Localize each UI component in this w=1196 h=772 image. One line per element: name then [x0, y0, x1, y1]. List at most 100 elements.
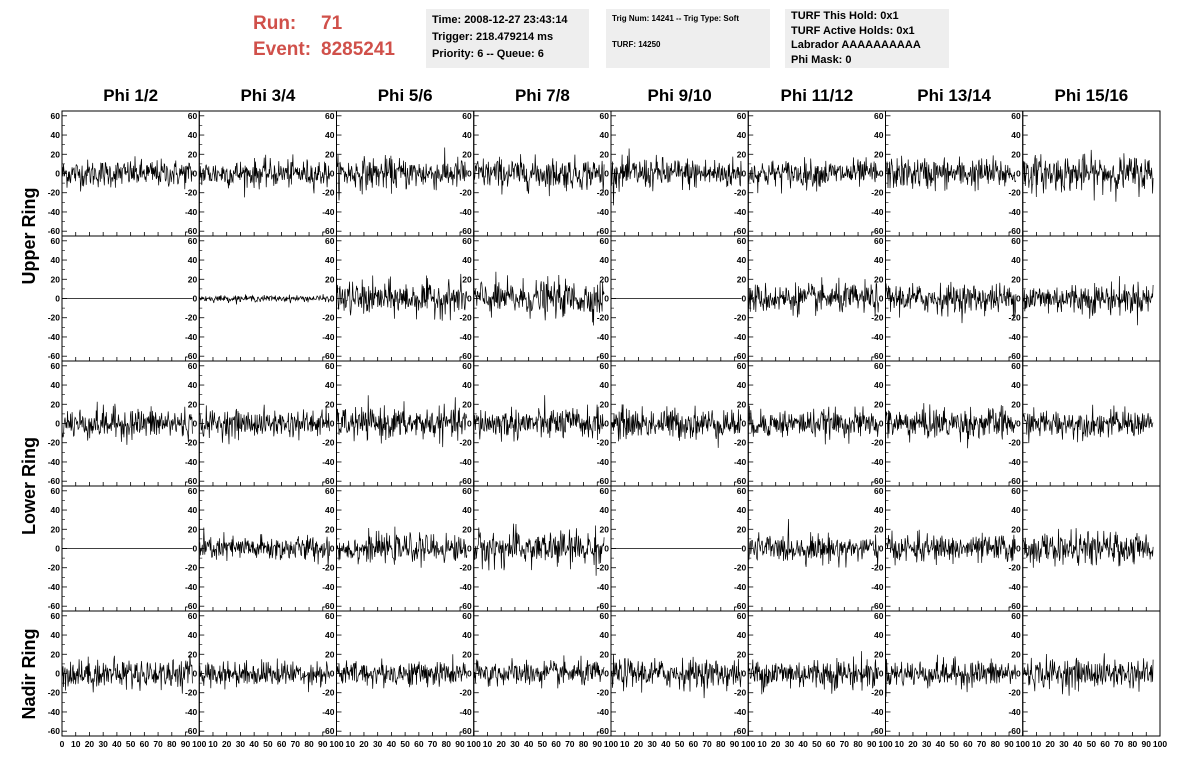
y-tick-label: 60	[737, 611, 747, 621]
waveform-trace	[885, 281, 1017, 324]
x-tick-label: 90	[181, 739, 191, 749]
panel-r4-c2: -60 -40 -20 0 20 40 60	[185, 485, 337, 612]
y-tick-label: -60	[185, 476, 198, 486]
y-tick-label: -60	[459, 601, 472, 611]
y-tick-label: 20	[874, 274, 884, 284]
y-tick-label: -40	[597, 207, 610, 217]
x-tick-label: 90	[867, 739, 877, 749]
x-tick-label: 20	[359, 739, 369, 749]
y-tick-label: 60	[462, 486, 472, 496]
y-tick-label: 60	[600, 361, 610, 371]
y-tick-label: -60	[871, 601, 884, 611]
y-tick-label: 60	[462, 361, 472, 371]
x-tick-label: 20	[771, 739, 781, 749]
y-tick-label: 20	[600, 274, 610, 284]
y-tick-label: 0	[1016, 169, 1021, 179]
y-tick-label: 40	[737, 380, 747, 390]
y-tick-label: -20	[734, 188, 747, 198]
y-tick-label: -60	[734, 601, 747, 611]
y-tick-label: -20	[48, 188, 61, 198]
x-tick-label: 70	[977, 739, 987, 749]
panel-r2-c5: -60 -40 -20 0 20 40 60	[597, 235, 749, 362]
y-tick-label: 0	[1016, 544, 1021, 554]
y-tick-label: 20	[600, 399, 610, 409]
y-tick-label: -60	[185, 601, 198, 611]
waveform-trace	[885, 529, 1017, 566]
waveform-trace	[885, 403, 1017, 449]
y-tick-label: 20	[51, 649, 61, 659]
panel-r5-c7: -60 -40 -20 0 20 40 60	[871, 610, 1024, 737]
x-tick-label: 70	[702, 739, 712, 749]
event-label: Event:	[253, 39, 312, 60]
y-tick-label: 20	[51, 274, 61, 284]
x-tick-label: 100	[604, 739, 618, 749]
x-tick-label: 80	[991, 739, 1001, 749]
x-tick-label: 30	[236, 739, 246, 749]
y-tick-label: -60	[185, 726, 198, 736]
y-tick-label: 40	[737, 255, 747, 265]
y-tick-label: -40	[322, 332, 335, 342]
y-tick-label: -60	[734, 226, 747, 236]
y-tick-label: 40	[600, 380, 610, 390]
y-tick-label: 20	[874, 524, 884, 534]
y-tick-label: -60	[734, 351, 747, 361]
x-tick-label: 30	[98, 739, 108, 749]
y-tick-label: 20	[1011, 399, 1021, 409]
y-tick-label: -40	[871, 207, 884, 217]
y-tick-label: 40	[737, 630, 747, 640]
y-tick-label: -40	[597, 707, 610, 717]
phi-header-8: Phi 15/16	[1054, 86, 1129, 105]
x-tick-label: 90	[455, 739, 465, 749]
y-tick-label: -60	[322, 476, 335, 486]
y-tick-label: 0	[330, 169, 335, 179]
x-tick-label: 100	[741, 739, 755, 749]
y-tick-label: 0	[742, 169, 747, 179]
y-tick-label: 40	[600, 630, 610, 640]
y-tick-label: 60	[51, 236, 61, 246]
x-tick-label: 50	[126, 739, 136, 749]
x-tick-label: 0	[60, 739, 65, 749]
y-tick-label: 20	[600, 149, 610, 159]
y-tick-label: -40	[734, 457, 747, 467]
panel-r4-c7: -60 -40 -20 0 20 40 60	[871, 485, 1024, 612]
y-tick-label: -40	[48, 207, 61, 217]
y-tick-label: 20	[737, 274, 747, 284]
y-tick-label: 40	[51, 630, 61, 640]
waveform-trace	[885, 155, 1017, 192]
y-tick-label: 60	[325, 236, 335, 246]
y-tick-label: -20	[1008, 188, 1021, 198]
x-tick-label: 60	[1100, 739, 1110, 749]
panel-r3-c1: -60 -40 -20 0 20 40 60	[48, 360, 200, 487]
x-tick-label: 40	[1073, 739, 1083, 749]
waveform-trace	[1022, 653, 1154, 696]
y-tick-label: -60	[597, 476, 610, 486]
x-tick-label: 30	[785, 739, 795, 749]
panel-r3-c3: -60 -40 -20 0 20 40 60	[322, 360, 475, 487]
y-tick-label: -20	[322, 313, 335, 323]
waveform-trace	[198, 294, 330, 305]
y-tick-label: -40	[871, 457, 884, 467]
panel-r5-c5: -60 -40 -20 0 20 40 60	[597, 610, 749, 737]
run-row: Run: 71	[253, 11, 395, 37]
panel-r5-c1: -60 -40 -20 0 20 40 60	[48, 610, 200, 737]
waveform-trace	[473, 395, 605, 442]
y-tick-label: 0	[1016, 419, 1021, 429]
y-tick-label: 40	[188, 255, 198, 265]
y-tick-label: -40	[185, 332, 198, 342]
y-tick-label: 0	[467, 419, 472, 429]
x-tick-label: 40	[661, 739, 671, 749]
y-tick-label: -20	[597, 188, 610, 198]
x-tick-label: 100	[878, 739, 892, 749]
phi-mask-text: Phi Mask: 0	[791, 53, 852, 66]
y-tick-label: 20	[325, 649, 335, 659]
y-tick-label: 0	[55, 669, 60, 679]
panel-r3-c5: -60 -40 -20 0 20 40 60	[597, 360, 749, 487]
y-tick-label: -20	[1008, 563, 1021, 573]
run-event-block: Run: 71 Event: 8285241	[253, 11, 395, 63]
x-tick-label: 70	[840, 739, 850, 749]
y-tick-label: 20	[737, 149, 747, 159]
panel-r1-c7: -60 -40 -20 0 20 40 60	[871, 110, 1024, 237]
panel-r4-c3: -60 -40 -20 0 20 40 60	[322, 485, 475, 612]
y-tick-label: -40	[322, 582, 335, 592]
panel-r1-c8: -60 -40 -20 0 20 40 60	[1008, 110, 1161, 237]
